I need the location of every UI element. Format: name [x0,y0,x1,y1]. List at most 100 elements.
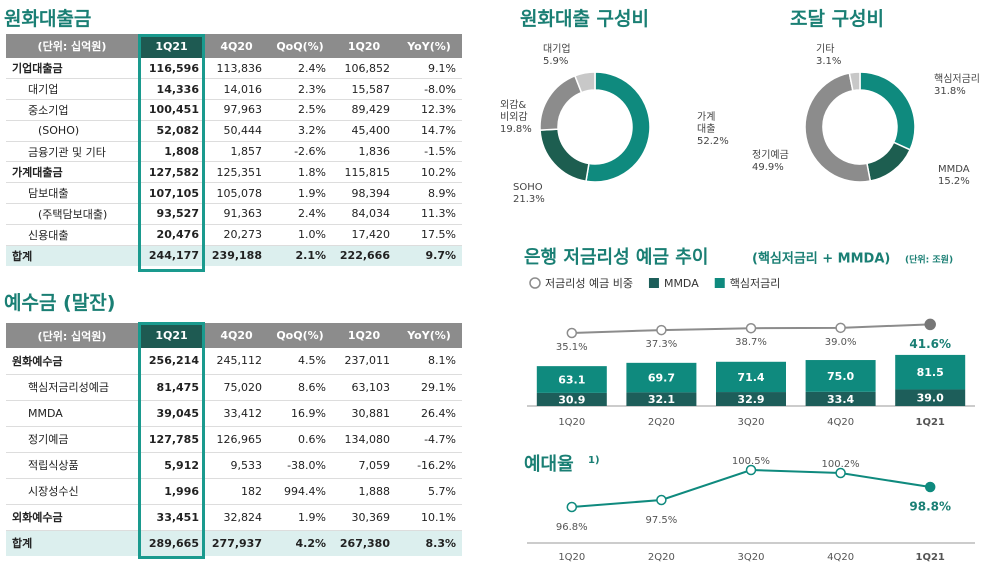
bar-value-label: 39.0 [917,392,944,405]
header-cell: QoQ(%) [268,323,332,348]
cell: 4.2% [268,530,332,556]
cell: 289,665 [138,530,205,556]
x-tick-label: 4Q20 [827,417,854,428]
row-label: MMDA [6,400,138,427]
cell: 2.1% [268,245,332,266]
donut-slice [866,141,912,182]
chart-title: 예대율 [524,454,574,475]
table-row: 적립식상품 5,912 9,533 -38.0% 7,059 -16.2% [6,452,462,479]
slice-value: 19.8% [500,124,532,135]
line-value-label: 98.8% [909,500,951,514]
row-label: 금융기관 및 기타 [6,141,138,163]
table-row: 담보대출 107,105 105,078 1.9% 98,394 8.9% [6,182,462,205]
header-cell: (단위: 십억원) [6,323,138,348]
line-point [835,467,846,479]
header-cell: YoY(%) [396,34,462,58]
slice-label: MMDA 15.2% [938,164,970,188]
slice-label: 대기업 5.9% [543,44,571,68]
legend-marker [714,278,725,288]
bar-segment [805,360,876,392]
legend-label: 저금리성 예금 비중 [545,277,633,290]
x-tick-label: 1Q21 [916,417,945,428]
cell: 2.3% [268,78,332,101]
cell: 5,912 [138,452,205,479]
line-point [566,327,578,339]
line-value-label: 39.0% [825,337,857,348]
cell: 1,888 [332,478,396,505]
chart-title: 조달 구성비 [790,8,885,30]
cell: 14,336 [138,78,205,101]
cell: 91,363 [205,203,268,225]
donut-slice [539,128,590,183]
cell: 1.8% [268,161,332,184]
cell: 106,852 [332,58,396,80]
line-value-label: 100.2% [822,459,860,470]
cell: 8.9% [396,182,462,205]
cell: 17,420 [332,224,396,246]
header-cell: 1Q20 [332,323,396,348]
slice-value: 21.3% [513,194,545,205]
slice-name: 핵심저금리 [934,74,980,85]
row-label: 대기업 [6,78,138,101]
bar-value-label: 32.1 [648,393,675,406]
row-label: 원화예수금 [6,348,138,375]
bar-value-label: 32.9 [737,393,764,406]
line-value-label: 41.6% [909,337,951,351]
chart-title: 원화대출 구성비 [520,8,649,30]
cell: 115,815 [332,161,396,184]
header-cell: 4Q20 [205,34,268,58]
donut-slice [804,72,872,183]
row-label: 신용대출 [6,224,138,246]
table-row: 신용대출 20,476 20,273 1.0% 17,420 17.5% [6,224,462,246]
cell: 52,082 [138,120,205,142]
x-tick-label: 4Q20 [827,552,854,563]
slice-label: 정기예금 49.9% [752,150,789,174]
cell: 9,533 [205,452,268,479]
cell: 1,857 [205,141,268,163]
cell: 237,011 [332,348,396,375]
cell: 100,451 [138,99,205,121]
cell: 3.2% [268,120,332,142]
cell: 5.7% [396,478,462,505]
slice-value: 5.9% [543,56,569,67]
bar-segment [895,354,966,390]
cell: 239,188 [205,245,268,266]
cell: 30,881 [332,400,396,427]
x-tick-label: 3Q20 [738,552,765,563]
bar-segment [895,389,966,406]
cell: 50,444 [205,120,268,142]
highlight-box [138,34,205,272]
table-row: 기업대출금 116,596 113,836 2.4% 106,852 9.1% [6,58,462,80]
header-cell: (단위: 십억원) [6,34,138,58]
cell: 8.1% [396,348,462,375]
slice-name: SOHO [513,182,543,193]
bar-value-label: 75.0 [827,370,854,383]
line-point [835,322,846,334]
cell: 0.6% [268,426,332,453]
line-point [745,464,757,476]
cell: 9.1% [396,58,462,80]
slice-value: 15.2% [938,176,970,187]
cell: 98,394 [332,182,396,205]
line-point [656,494,667,506]
slice-label: 가계 대출 52.2% [697,112,729,148]
table-title: 원화대출금 [4,8,92,30]
line-point [745,322,757,334]
table-row: (SOHO) 52,082 50,444 3.2% 45,400 14.7% [6,120,462,142]
cell: 1.9% [268,504,332,531]
x-tick-label: 1Q21 [916,552,945,563]
slice-name: 가계 대출 [697,112,716,135]
cell: 994.4% [268,478,332,505]
slice-value: 3.1% [816,56,842,67]
x-tick-label: 3Q20 [738,417,765,428]
slice-value: 52.2% [697,136,729,147]
cell: 105,078 [205,182,268,205]
bar-value-label: 69.7 [648,372,675,385]
bar-segment [536,366,607,393]
line-value-label: 38.7% [735,337,767,348]
bar-value-label: 63.1 [558,374,585,387]
row-label: 핵심저금리성예금 [6,374,138,401]
cell: 8.3% [396,530,462,556]
cell: 84,034 [332,203,396,225]
cell: 15,587 [332,78,396,101]
